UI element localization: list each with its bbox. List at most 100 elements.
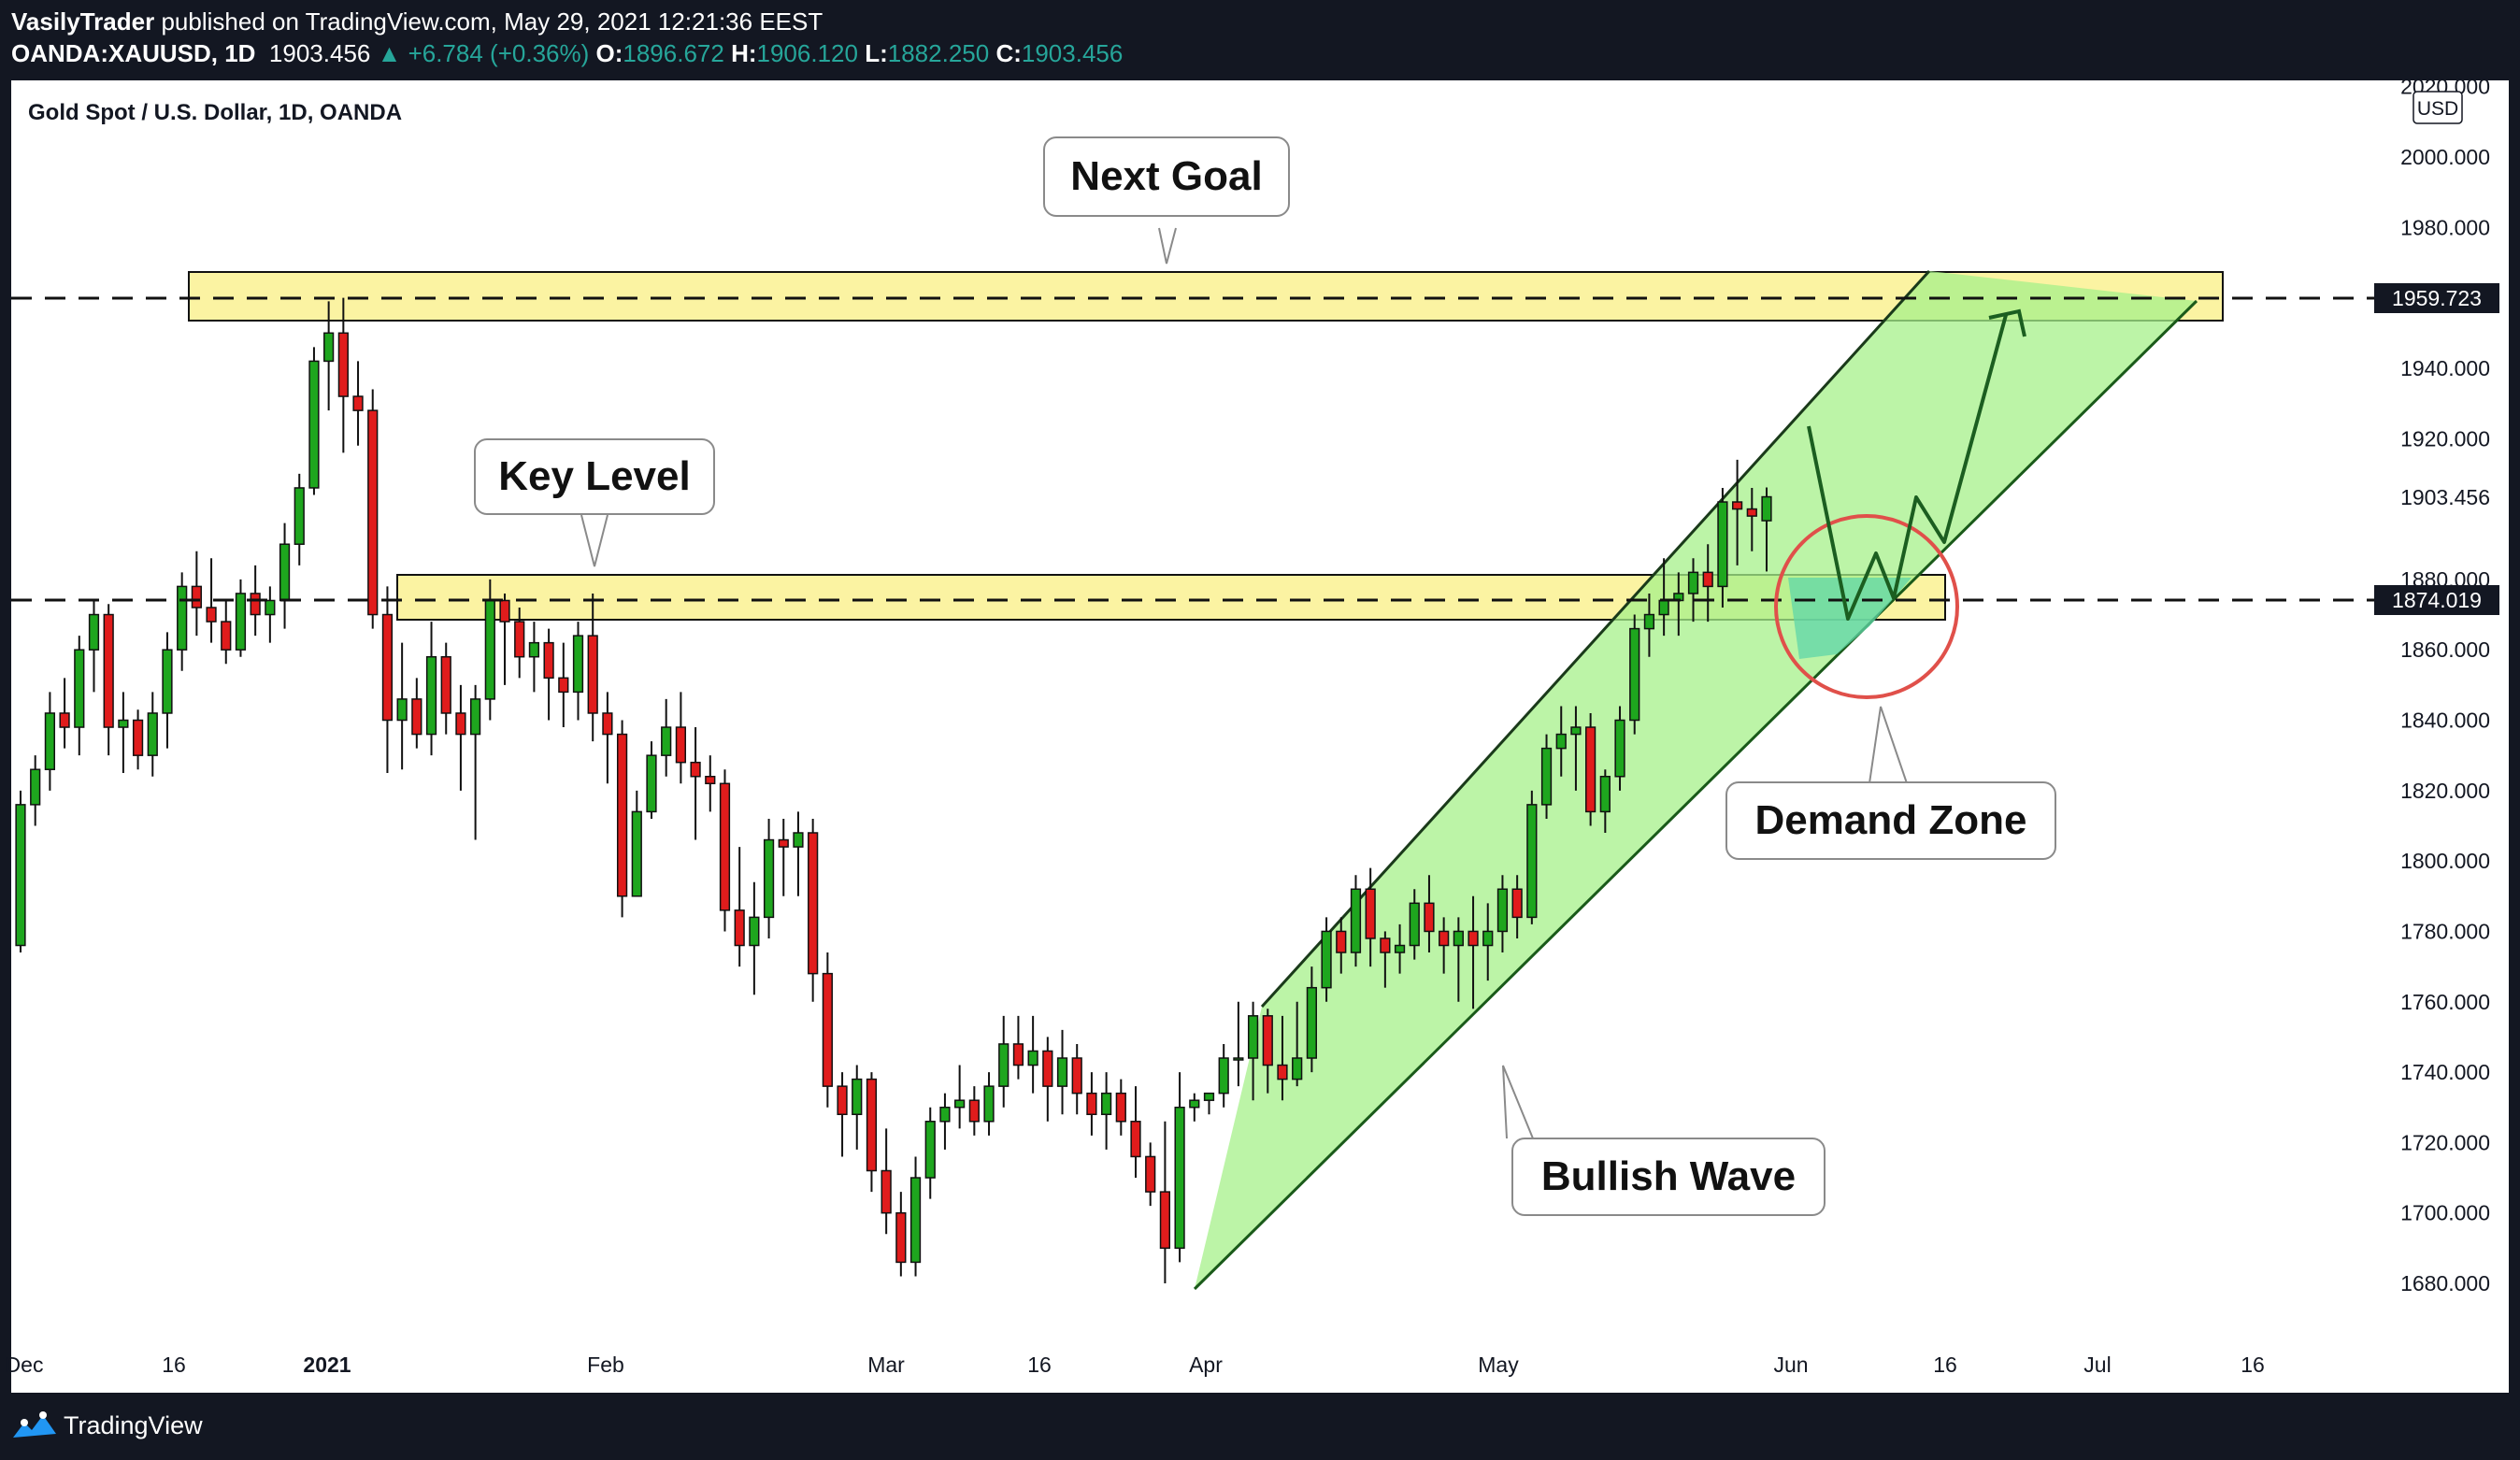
- bullish-candle: [118, 719, 129, 728]
- bullish-candle: [308, 360, 320, 489]
- bullish-candle: [646, 754, 657, 813]
- bearish-candle: [1365, 888, 1376, 939]
- bearish-candle: [837, 1085, 848, 1115]
- currency-badge: [2413, 91, 2463, 124]
- bearish-candle: [103, 613, 114, 728]
- bearish-candle: [221, 621, 232, 651]
- bearish-candle: [250, 593, 261, 616]
- time-tick-label: Mar: [867, 1353, 905, 1377]
- time-tick-label: Jul: [2083, 1353, 2111, 1377]
- bearish-candle: [1012, 1043, 1024, 1066]
- bullish-candle: [44, 712, 56, 770]
- open-value: 1896.672: [623, 39, 724, 67]
- bullish-candle: [924, 1121, 936, 1179]
- price-tick-label: 1800.000: [2400, 849, 2490, 873]
- projection-arrow-head: [1988, 308, 2026, 337]
- bullish-candle: [279, 543, 291, 602]
- time-tick-label: Feb: [587, 1353, 624, 1377]
- next-goal-pointer: [1158, 227, 1177, 265]
- bearish-candle: [1702, 571, 1713, 588]
- bearish-candle: [705, 776, 716, 785]
- chart-footer: TradingView: [0, 1393, 2520, 1460]
- price-tick-label: 1940.000: [2400, 356, 2490, 380]
- bearish-candle: [1130, 1121, 1141, 1158]
- bearish-candle: [778, 838, 789, 848]
- bullish-candle: [1687, 571, 1699, 594]
- bearish-candle: [337, 332, 349, 397]
- ohlc-line: OANDA:XAUUSD, 1D 1903.456 ▲ +6.784 (+0.3…: [11, 39, 1123, 68]
- bullish-candle: [1629, 627, 1640, 722]
- resistance-price-text: 1959.723: [2392, 286, 2482, 310]
- bullish-candle: [1394, 944, 1406, 953]
- time-tick-label: Jun: [1773, 1353, 1808, 1377]
- bearish-candle: [675, 726, 687, 764]
- bullish-candle: [1570, 726, 1582, 736]
- bearish-candle: [59, 712, 70, 728]
- bullish-wave-text: Bullish Wave: [1540, 1153, 1797, 1199]
- bullish-candle: [1643, 613, 1655, 630]
- tradingview-brand[interactable]: TradingView: [64, 1411, 203, 1439]
- bullish-candle: [793, 832, 804, 848]
- bullish-candle: [147, 712, 158, 756]
- current-price-text: 1903.456: [2400, 485, 2490, 509]
- bearish-candle: [514, 621, 525, 658]
- price-tick-label: 2000.000: [2400, 145, 2490, 169]
- channel-upper-line: [1260, 269, 1931, 1009]
- price-tick-label: 1740.000: [2400, 1060, 2490, 1084]
- bullish-candle: [88, 613, 100, 651]
- bullish-candle: [631, 810, 642, 897]
- right-frame: [2509, 80, 2520, 1393]
- symbol-label[interactable]: OANDA:XAUUSD, 1D: [11, 39, 256, 67]
- price-tick-label: 1860.000: [2400, 637, 2490, 662]
- bullish-candle: [425, 655, 437, 736]
- bullish-candle: [1614, 719, 1625, 778]
- price-change: ▲ +6.784 (+0.36%): [377, 39, 590, 67]
- bullish-candle: [396, 698, 408, 722]
- candles: [15, 297, 1772, 1283]
- bullish-candle: [484, 599, 495, 700]
- bullish-candle: [1350, 888, 1362, 953]
- bearish-candle: [1746, 508, 1757, 517]
- low-value: 1882.250: [887, 39, 990, 67]
- bearish-candle: [1380, 938, 1391, 953]
- bullish-candle: [1189, 1099, 1200, 1109]
- bearish-candle: [690, 761, 701, 778]
- low-label: L:: [865, 39, 888, 67]
- bullish-candle: [1027, 1050, 1038, 1066]
- bullish-candle: [528, 641, 540, 658]
- time-tick-label: May: [1478, 1353, 1519, 1377]
- time-tick-label: Dec: [6, 1353, 44, 1377]
- bearish-candle: [132, 719, 144, 756]
- bearish-candle: [881, 1169, 892, 1214]
- bearish-candle: [616, 733, 628, 897]
- open-label: O:: [595, 39, 623, 67]
- chart-header: VasilyTrader published on TradingView.co…: [0, 0, 2520, 80]
- bullish-candle: [661, 726, 672, 756]
- price-tick-label: 1720.000: [2400, 1130, 2490, 1154]
- bearish-candle: [1424, 902, 1435, 933]
- bearish-candle: [1145, 1155, 1156, 1193]
- price-tick-label: 1840.000: [2400, 709, 2490, 733]
- bearish-candle: [558, 677, 569, 694]
- last-price: 1903.456: [268, 39, 371, 67]
- price-tick-label: 1700.000: [2400, 1201, 2490, 1225]
- price-axis[interactable]: 2020.0002000.0001980.0001940.0001920.000…: [2400, 75, 2490, 1295]
- bearish-candle: [499, 599, 510, 623]
- bullish-candle: [1218, 1057, 1229, 1095]
- time-axis[interactable]: Dec 16 2021 Feb Mar 16 Apr May Jun 16 Jul 16: [6, 1353, 2265, 1377]
- bullish-wave-callout: Bullish Wave: [1511, 1138, 1826, 1216]
- publisher-name[interactable]: VasilyTrader: [11, 7, 155, 36]
- demand-zone-pointer: [1869, 706, 1908, 784]
- bullish-candle: [1761, 495, 1772, 522]
- key-level-pointer: [580, 514, 609, 567]
- bullish-candle: [1321, 930, 1332, 989]
- bullish-candle: [177, 585, 188, 651]
- key-level-callout: Key Level: [474, 438, 715, 515]
- time-tick-label: 16: [1933, 1353, 1957, 1377]
- bearish-candle: [895, 1211, 907, 1264]
- bearish-candle: [455, 712, 466, 736]
- resistance-price-tag: [2374, 283, 2499, 313]
- bearish-candle: [1336, 930, 1347, 953]
- chart-title: Gold Spot / U.S. Dollar, 1D, OANDA: [28, 100, 402, 125]
